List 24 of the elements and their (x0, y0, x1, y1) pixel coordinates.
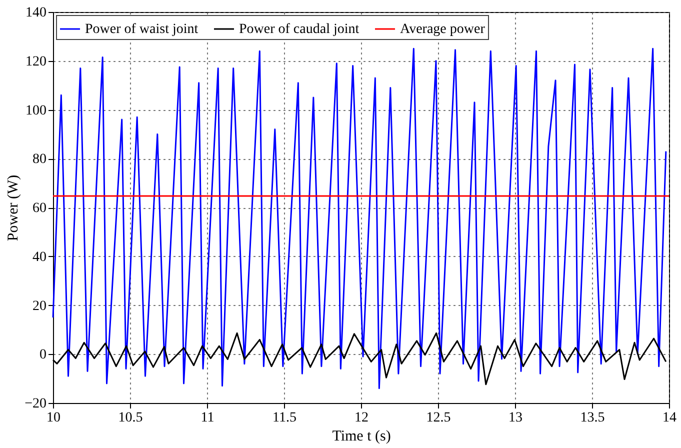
x-tick-label: 12.5 (426, 410, 451, 426)
y-tick-label: −20 (24, 396, 46, 412)
x-tick-label: 10.5 (118, 410, 143, 426)
x-tick-label: 11 (200, 410, 214, 426)
y-tick-label: 80 (32, 152, 46, 168)
x-tick-label: 12 (354, 410, 368, 426)
y-tick-label: 120 (26, 54, 46, 70)
y-tick-label: 60 (32, 201, 46, 216)
x-tick-label: 14 (662, 410, 676, 426)
x-tick-label: 13 (508, 410, 522, 426)
y-axis-title: Power (W) (6, 174, 22, 242)
y-tick-label: 40 (32, 250, 46, 265)
y-tick-label: 20 (32, 298, 46, 314)
legend-label: Power of waist joint (85, 22, 198, 37)
legend-label: Power of caudal joint (239, 22, 360, 37)
x-tick-label: 13.5 (580, 410, 605, 426)
x-tick-label: 10 (46, 410, 60, 426)
x-axis-title: Time t (s) (332, 428, 391, 444)
legend-label: Average power (400, 22, 486, 37)
line-series (52, 48, 667, 390)
y-tick-label: 0 (40, 348, 46, 363)
y-tick-label: 100 (26, 103, 46, 118)
y-tick-label: 140 (26, 6, 46, 20)
x-tick-label: 11.5 (272, 410, 296, 426)
